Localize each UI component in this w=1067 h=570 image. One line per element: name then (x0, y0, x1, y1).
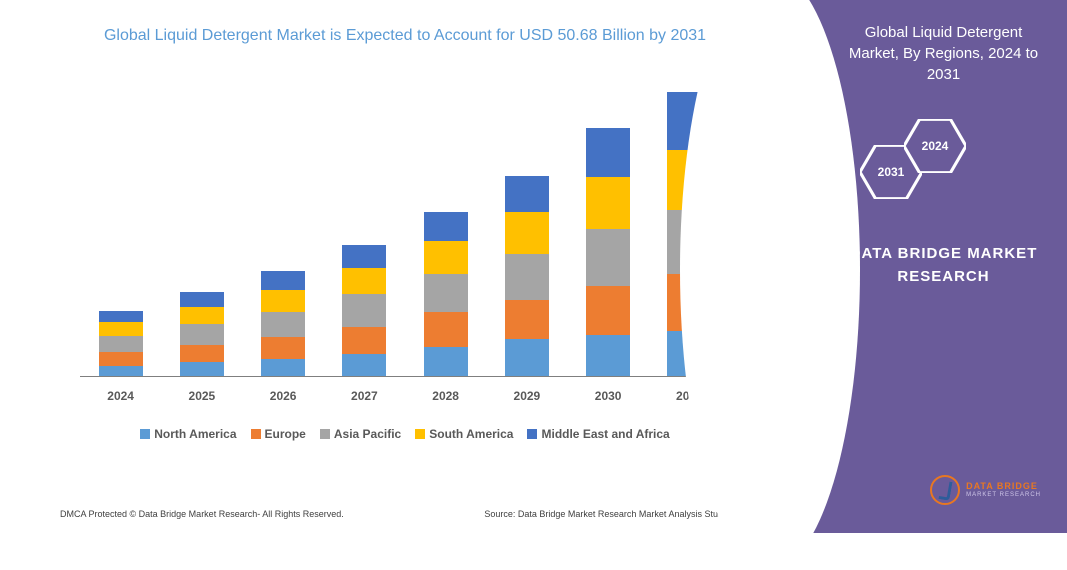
bar-segment (99, 311, 143, 323)
hexagon-front-label: 2024 (922, 139, 949, 153)
logo-mark-icon (930, 475, 960, 505)
x-axis-label: 2025 (162, 389, 242, 403)
bar-segment (424, 312, 468, 348)
footer-source: Source: Data Bridge Market Research Mark… (484, 509, 750, 519)
legend-swatch-icon (415, 429, 425, 439)
x-axis-label: 2030 (568, 389, 648, 403)
bar-segment (99, 352, 143, 366)
legend-swatch-icon (320, 429, 330, 439)
legend-label: Middle East and Africa (541, 427, 669, 441)
bar-stack (586, 128, 630, 377)
bar-segment (180, 307, 224, 324)
bar-segment (180, 324, 224, 345)
bar-segment (342, 294, 386, 326)
bars-row (80, 77, 730, 377)
bar-segment (99, 322, 143, 336)
legend-label: Asia Pacific (334, 427, 401, 441)
x-axis-label: 2027 (324, 389, 404, 403)
legend-label: South America (429, 427, 513, 441)
legend-swatch-icon (140, 429, 150, 439)
bar-segment (261, 359, 305, 377)
bar-stack (342, 245, 386, 378)
footer-copyright: DMCA Protected © Data Bridge Market Rese… (60, 509, 344, 519)
bar-stack (99, 311, 143, 378)
logo-text: DATA BRIDGE MARKET RESEARCH (966, 482, 1041, 498)
bar-segment (586, 229, 630, 287)
logo-line1: DATA BRIDGE (966, 482, 1041, 492)
bar-segment (342, 245, 386, 268)
bar-stack (180, 292, 224, 377)
bar-column (568, 128, 648, 377)
bar-segment (505, 339, 549, 377)
bar-stack (424, 212, 468, 377)
legend-item: South America (415, 427, 513, 441)
bar-column (406, 212, 486, 377)
bar-segment (424, 274, 468, 312)
brand-name: DATA BRIDGE MARKET RESEARCH (810, 243, 1047, 288)
legend-item: Middle East and Africa (527, 427, 669, 441)
legend-swatch-icon (251, 429, 261, 439)
bar-column (81, 311, 161, 378)
legend-item: Asia Pacific (320, 427, 401, 441)
bar-segment (99, 336, 143, 352)
bar-segment (505, 212, 549, 254)
bar-segment (505, 176, 549, 213)
bar-segment (342, 354, 386, 377)
chart-title: Global Liquid Detergent Market is Expect… (60, 25, 750, 47)
bar-column (162, 292, 242, 377)
bar-segment (586, 286, 630, 334)
bar-segment (180, 362, 224, 377)
side-panel: Global Liquid Detergent Market, By Regio… (770, 0, 1067, 533)
bar-segment (424, 212, 468, 241)
legend-item: North America (140, 427, 236, 441)
bar-column (243, 271, 323, 377)
hexagon-back-label: 2031 (878, 165, 905, 179)
bar-segment (261, 312, 305, 337)
main-container: Global Liquid Detergent Market is Expect… (0, 0, 1067, 533)
bar-segment (342, 327, 386, 355)
logo: DATA BRIDGE MARKET RESEARCH (930, 475, 1041, 505)
side-content: Global Liquid Detergent Market, By Regio… (770, 0, 1067, 288)
bar-stack (505, 176, 549, 378)
x-axis-label: 2024 (81, 389, 161, 403)
hexagon-badges: 2031 2024 (860, 113, 1047, 223)
side-title: Global Liquid Detergent Market, By Regio… (810, 22, 1047, 85)
bar-column (324, 245, 404, 378)
bar-segment (424, 347, 468, 377)
x-axis-label: 2029 (487, 389, 567, 403)
legend: North America Europe Asia Pacific South Ame… (80, 427, 730, 441)
footer: DMCA Protected © Data Bridge Market Rese… (60, 509, 750, 519)
bar-segment (261, 271, 305, 289)
bar-segment (424, 241, 468, 273)
hexagon-front: 2024 (904, 119, 966, 173)
bar-segment (505, 300, 549, 339)
bar-segment (261, 337, 305, 359)
legend-label: Europe (265, 427, 306, 441)
x-axis-labels: 20242025202620272028202920302031 (80, 389, 730, 403)
bar-segment (180, 292, 224, 307)
x-axis-line (80, 376, 730, 377)
logo-line2: MARKET RESEARCH (966, 492, 1041, 499)
bar-segment (505, 254, 549, 300)
x-axis-label: 2028 (406, 389, 486, 403)
legend-swatch-icon (527, 429, 537, 439)
legend-item: Europe (251, 427, 306, 441)
bar-segment (180, 345, 224, 362)
bar-segment (261, 290, 305, 312)
chart-panel: Global Liquid Detergent Market is Expect… (0, 0, 770, 533)
bar-segment (586, 335, 630, 378)
bar-segment (586, 177, 630, 229)
x-axis-label: 2026 (243, 389, 323, 403)
bar-column (487, 176, 567, 378)
bar-stack (261, 271, 305, 377)
plot-area (80, 77, 730, 377)
legend-label: North America (154, 427, 236, 441)
bar-segment (342, 268, 386, 295)
bar-segment (586, 128, 630, 176)
